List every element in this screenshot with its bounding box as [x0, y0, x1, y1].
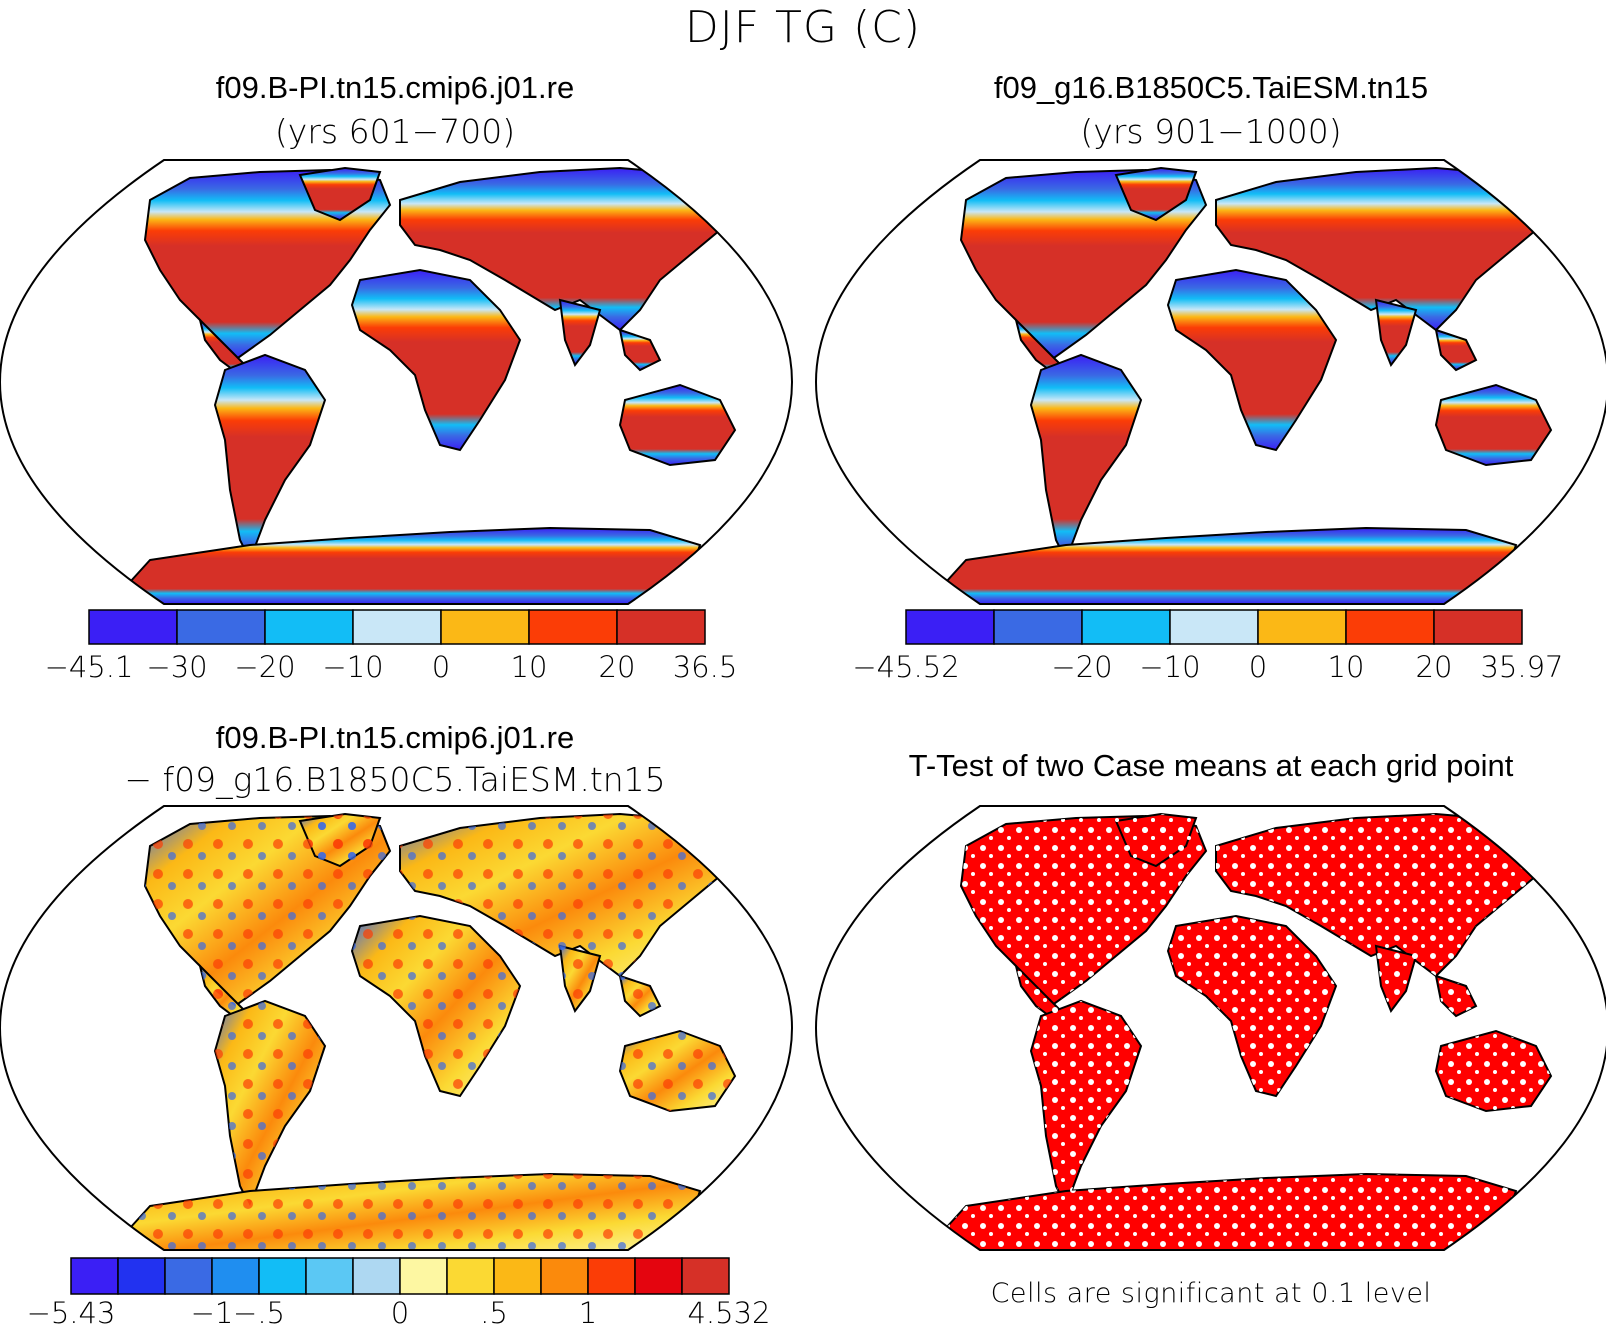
- map-panel-case2: [816, 160, 1606, 604]
- colorbar-tick-label: −20: [234, 650, 296, 684]
- colorbar-swatch: [905, 609, 995, 645]
- colorbar-swatch: [1169, 609, 1259, 645]
- panel4-title: T-Test of two Case means at each grid po…: [908, 748, 1514, 783]
- colorbar-tick-label: 0: [431, 650, 451, 684]
- figure-title: DJF TG (C): [684, 2, 922, 53]
- colorbar-swatch: [1257, 609, 1347, 645]
- colorbar-tick-label: 0: [390, 1296, 410, 1330]
- colorbar-swatch: [1345, 609, 1435, 645]
- map-panel-ttest: [816, 806, 1606, 1250]
- colorbar-case1: [88, 609, 706, 645]
- colorbar-tick-label: −45.1: [44, 650, 134, 684]
- colorbar-swatch: [1081, 609, 1171, 645]
- colorbar-tick-label: −1: [190, 1296, 234, 1330]
- colorbar-swatch: [399, 1257, 448, 1295]
- colorbar-swatch: [440, 609, 530, 645]
- colorbar-swatch: [1433, 609, 1523, 645]
- colorbar-tick-label: −45.52: [852, 650, 960, 684]
- panel1-title: f09.B-PI.tn15.cmip6.j01.re: [215, 70, 575, 105]
- panel3-subtitle: − f09_g16.B1850C5.TaiESM.tn15: [124, 760, 666, 799]
- colorbar-swatch: [446, 1257, 495, 1295]
- colorbar-swatch: [305, 1257, 354, 1295]
- colorbar-tick-label: 10: [1327, 650, 1365, 684]
- colorbar-swatch: [70, 1257, 119, 1295]
- colorbar-diff: [70, 1257, 730, 1295]
- colorbar-swatch: [681, 1257, 730, 1295]
- colorbar-tick-label: −10: [1139, 650, 1201, 684]
- colorbar-tick-label: 4.532: [687, 1296, 771, 1330]
- colorbar-swatch: [352, 1257, 401, 1295]
- colorbar-tick-label: −.5: [233, 1296, 285, 1330]
- colorbar-swatch: [264, 609, 354, 645]
- colorbar-swatch: [258, 1257, 307, 1295]
- colorbar-swatch: [616, 609, 706, 645]
- colorbar-tick-label: 20: [598, 650, 636, 684]
- colorbar-tick-label: 35.97: [1480, 650, 1564, 684]
- map-frame-diff: [0, 805, 794, 1251]
- colorbar-swatch: [634, 1257, 683, 1295]
- colorbar-swatch: [117, 1257, 166, 1295]
- colorbar-swatch: [88, 609, 178, 645]
- panel2-title: f09_g16.B1850C5.TaiESM.tn15: [993, 70, 1429, 105]
- panel2-subtitle: (yrs 901−1000): [1080, 112, 1342, 151]
- colorbar-swatch: [540, 1257, 589, 1295]
- colorbar-tick-label: 0: [1248, 650, 1268, 684]
- panel3-title: f09.B-PI.tn15.cmip6.j01.re: [215, 720, 575, 755]
- colorbar-swatch: [587, 1257, 636, 1295]
- map-panel-case1: [0, 160, 792, 604]
- colorbar-tick-label: −5.43: [26, 1296, 116, 1330]
- colorbar-tick-label: −20: [1051, 650, 1113, 684]
- map-frame-case1: [0, 159, 794, 605]
- map-panel-diff: [0, 806, 792, 1250]
- panel1-subtitle: (yrs 601−700): [274, 112, 516, 151]
- colorbar-swatch: [164, 1257, 213, 1295]
- colorbar-tick-label: 1: [578, 1296, 598, 1330]
- map-frame-ttest: [814, 805, 1606, 1251]
- colorbar-swatch: [493, 1257, 542, 1295]
- map-frame-case2: [814, 159, 1606, 605]
- colorbar-tick-label: −30: [146, 650, 208, 684]
- colorbar-tick-label: 36.5: [672, 650, 738, 684]
- significance-footnote: Cells are significant at 0.1 level: [990, 1278, 1432, 1309]
- colorbar-swatch: [528, 609, 618, 645]
- colorbar-swatch: [993, 609, 1083, 645]
- colorbar-swatch: [176, 609, 266, 645]
- colorbar-tick-label: −10: [322, 650, 384, 684]
- colorbar-swatch: [211, 1257, 260, 1295]
- colorbar-case2: [905, 609, 1523, 645]
- colorbar-tick-label: 10: [510, 650, 548, 684]
- colorbar-tick-label: .5: [480, 1296, 508, 1330]
- colorbar-tick-label: 20: [1415, 650, 1453, 684]
- colorbar-swatch: [352, 609, 442, 645]
